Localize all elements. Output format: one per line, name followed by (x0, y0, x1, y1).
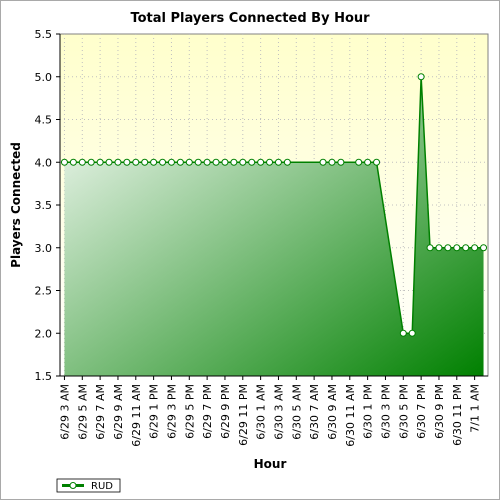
data-point-marker (141, 158, 149, 166)
data-point-marker (221, 158, 229, 166)
data-point-marker (96, 158, 104, 166)
data-point-marker (408, 329, 416, 337)
x-tick-label: 6/30 3 PM (379, 384, 392, 439)
data-point-marker (159, 158, 167, 166)
x-tick-label: 7/1 1 AM (469, 384, 482, 433)
data-point-marker (87, 158, 95, 166)
x-tick-label: 6/30 3 AM (272, 384, 285, 440)
series-rud-area (64, 76, 484, 376)
data-point-marker (283, 158, 291, 166)
chart-title: Total Players Connected By Hour (130, 11, 370, 26)
y-tick-label: 3.0 (35, 242, 53, 255)
x-tick-label: 6/29 9 AM (112, 384, 125, 440)
x-tick-label: 6/29 7 PM (201, 384, 214, 439)
data-point-marker (194, 158, 202, 166)
data-point-marker (185, 158, 193, 166)
data-point-marker (364, 158, 372, 166)
x-tick-label: 6/30 7 AM (308, 384, 321, 440)
x-tick-label: 6/30 5 AM (290, 384, 303, 440)
data-point-marker (480, 244, 488, 252)
axes (56, 33, 488, 380)
data-point-marker (132, 158, 140, 166)
data-point-marker (150, 158, 158, 166)
data-point-marker (257, 158, 265, 166)
x-tick-label: 6/29 11 PM (237, 384, 250, 446)
data-point-marker (399, 329, 407, 337)
x-tick-label: 6/30 7 PM (415, 384, 428, 439)
x-tick-label: 6/29 5 PM (183, 384, 196, 439)
data-point-marker (105, 158, 113, 166)
data-point-marker (78, 158, 86, 166)
x-tick-labels: 6/29 3 AM 6/29 5 AM 6/29 7 AM 6/29 9 AM 6/29… (58, 384, 481, 447)
series-markers (60, 73, 488, 337)
x-tick-label: 6/30 1 AM (255, 384, 268, 440)
data-point-marker (462, 244, 470, 252)
data-point-marker (444, 244, 452, 252)
x-tick-label: 6/30 5 PM (397, 384, 410, 439)
data-point-marker (355, 158, 363, 166)
data-point-marker (435, 244, 443, 252)
y-tick-label: 4.0 (35, 156, 53, 169)
legend: RUD (56, 478, 121, 493)
x-tick-label: 6/29 5 AM (76, 384, 89, 440)
y-tick-labels: 1.5 2.0 2.5 3.0 3.5 4.0 4.5 5.0 5.5 (35, 28, 53, 383)
x-tick-label: 6/29 9 PM (219, 384, 232, 439)
x-tick-label: 6/29 3 AM (58, 384, 71, 440)
data-point-marker (114, 158, 122, 166)
y-tick-label: 4.5 (35, 114, 53, 127)
x-tick-label: 6/29 3 PM (165, 384, 178, 439)
data-point-marker (373, 158, 381, 166)
x-tick-label: 6/29 11 AM (130, 384, 143, 447)
y-axis-title: Players Connected (9, 142, 23, 268)
x-tick-label: 6/30 11 PM (451, 384, 464, 446)
data-point-marker (328, 158, 336, 166)
data-point-marker (60, 158, 68, 166)
data-point-marker (176, 158, 184, 166)
y-tick-label: 5.0 (35, 71, 53, 84)
x-tick-label: 6/30 9 AM (326, 384, 339, 440)
y-tick-label: 1.5 (35, 370, 53, 383)
x-axis-title: Hour (254, 457, 287, 471)
data-point-marker (337, 158, 345, 166)
data-point-marker (319, 158, 327, 166)
data-point-marker (266, 158, 274, 166)
y-tick-label: 2.0 (35, 327, 53, 340)
x-tick-label: 6/30 9 PM (433, 384, 446, 439)
data-point-marker (471, 244, 479, 252)
y-tick-label: 2.5 (35, 285, 53, 298)
data-point-marker (239, 158, 247, 166)
data-point-marker (203, 158, 211, 166)
y-tick-label: 5.5 (35, 28, 53, 41)
x-tick-label: 6/30 1 PM (362, 384, 375, 439)
data-point-marker (453, 244, 461, 252)
data-point-marker (274, 158, 282, 166)
data-point-marker (167, 158, 175, 166)
data-point-marker (69, 158, 77, 166)
y-tick-label: 3.5 (35, 199, 53, 212)
x-tick-label: 6/29 7 AM (94, 384, 107, 440)
data-point-marker (248, 158, 256, 166)
x-tick-label: 6/29 1 PM (148, 384, 161, 439)
x-tick-label: 6/30 11 AM (344, 384, 357, 447)
legend-label-rud: RUD (91, 481, 113, 492)
legend-swatch-marker (69, 482, 77, 489)
data-point-marker (426, 244, 434, 252)
data-point-marker (230, 158, 238, 166)
data-point-marker (417, 73, 425, 81)
data-point-marker (123, 158, 131, 166)
data-point-marker (212, 158, 220, 166)
